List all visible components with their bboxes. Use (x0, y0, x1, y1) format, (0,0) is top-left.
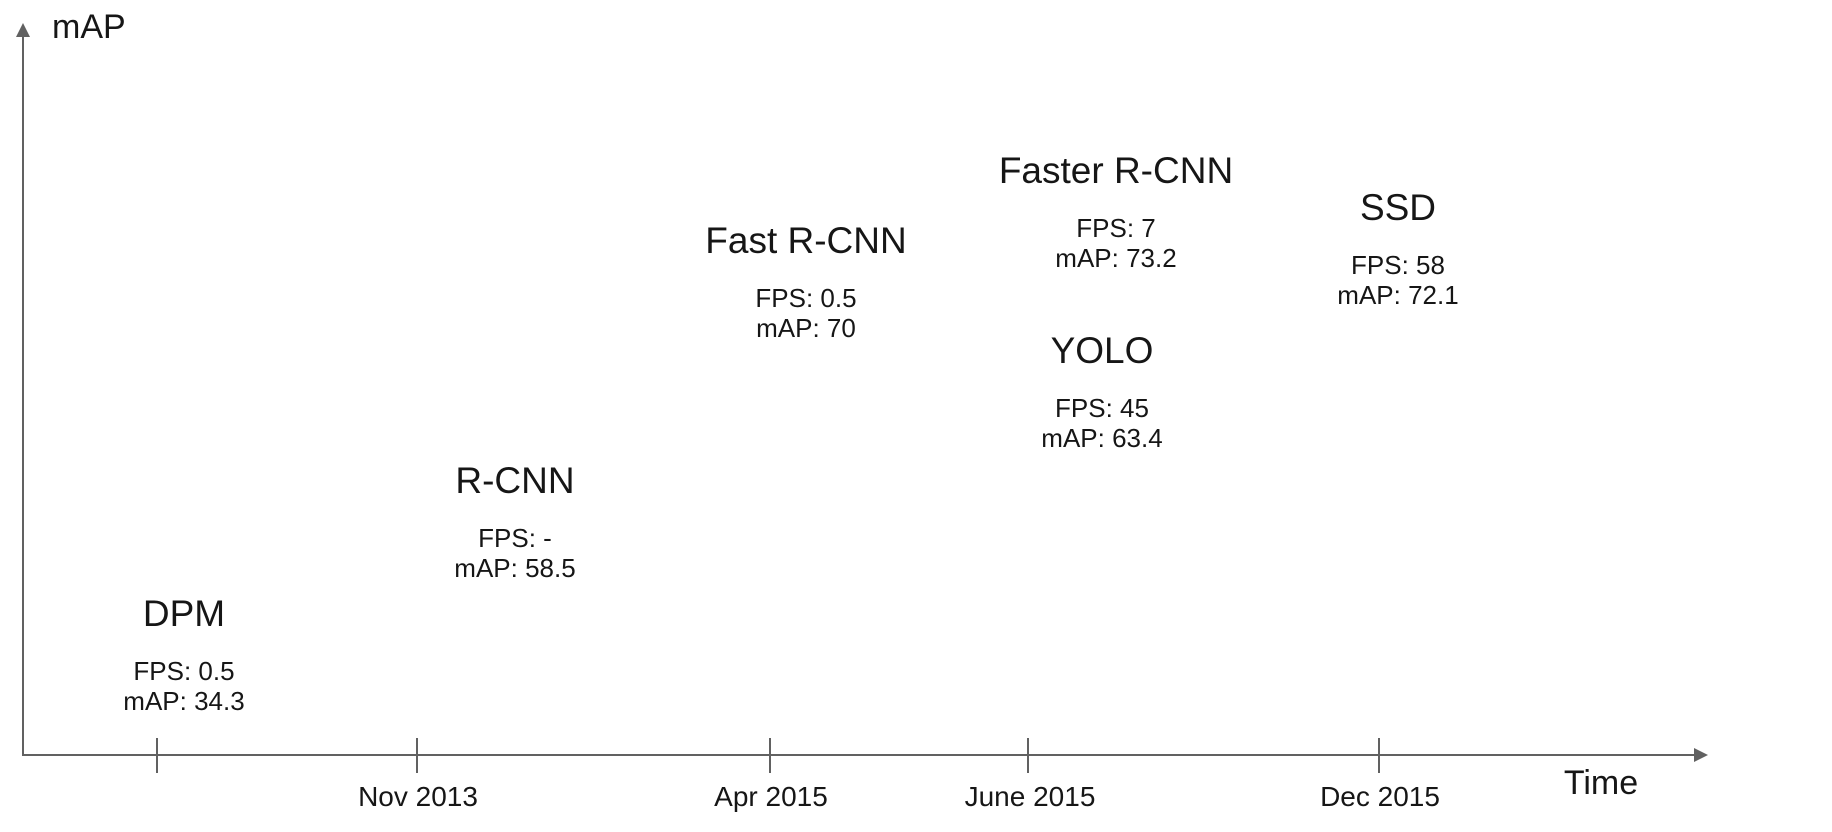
model-map: mAP: 73.2 (1055, 243, 1177, 273)
model-name: Faster R-CNN (998, 150, 1234, 191)
x-axis-line (22, 754, 1698, 756)
model-block-faster-rcnn: Faster R-CNN FPS: 7 mAP: 73.2 (998, 150, 1234, 274)
model-name: YOLO (1050, 330, 1154, 371)
model-map: mAP: 58.5 (454, 553, 576, 583)
model-block-yolo: YOLO FPS: 45 mAP: 63.4 (1041, 330, 1163, 454)
x-axis-tick (156, 738, 158, 773)
y-axis-line (22, 34, 24, 755)
x-tick-label-dec-2015: Dec 2015 (1320, 781, 1440, 812)
model-block-dpm: DPM FPS: 0.5 mAP: 34.3 (123, 593, 245, 717)
x-tick-label-nov-2013: Nov 2013 (358, 781, 478, 812)
model-name: SSD (1359, 187, 1437, 228)
model-map: mAP: 72.1 (1337, 280, 1459, 310)
x-axis-label: Time (1563, 764, 1639, 802)
model-fps: FPS: 7 (1076, 213, 1156, 243)
model-fps: FPS: 0.5 (755, 283, 857, 313)
y-axis-arrowhead-icon (16, 23, 30, 37)
model-map: mAP: 63.4 (1041, 423, 1163, 453)
x-axis-tick (769, 738, 771, 773)
model-fps: FPS: - (478, 523, 552, 553)
y-axis-label: mAP (52, 8, 126, 46)
model-map: mAP: 34.3 (123, 686, 245, 716)
model-fps: FPS: 45 (1055, 393, 1149, 423)
model-block-ssd: SSD FPS: 58 mAP: 72.1 (1337, 187, 1459, 311)
model-name: Fast R-CNN (705, 220, 907, 261)
x-axis-arrowhead-icon (1694, 748, 1708, 762)
x-axis-tick (416, 738, 418, 773)
model-name: R-CNN (455, 460, 575, 501)
model-block-fast-rcnn: Fast R-CNN FPS: 0.5 mAP: 70 (705, 220, 907, 344)
x-axis-tick (1027, 738, 1029, 773)
model-name: DPM (142, 593, 226, 634)
model-map: mAP: 70 (756, 313, 856, 343)
model-block-rcnn: R-CNN FPS: - mAP: 58.5 (454, 460, 576, 584)
model-fps: FPS: 58 (1351, 250, 1445, 280)
x-axis-tick (1378, 738, 1380, 773)
model-fps: FPS: 0.5 (133, 656, 235, 686)
x-tick-label-june-2015: June 2015 (964, 781, 1096, 812)
x-tick-label-apr-2015: Apr 2015 (714, 781, 828, 812)
